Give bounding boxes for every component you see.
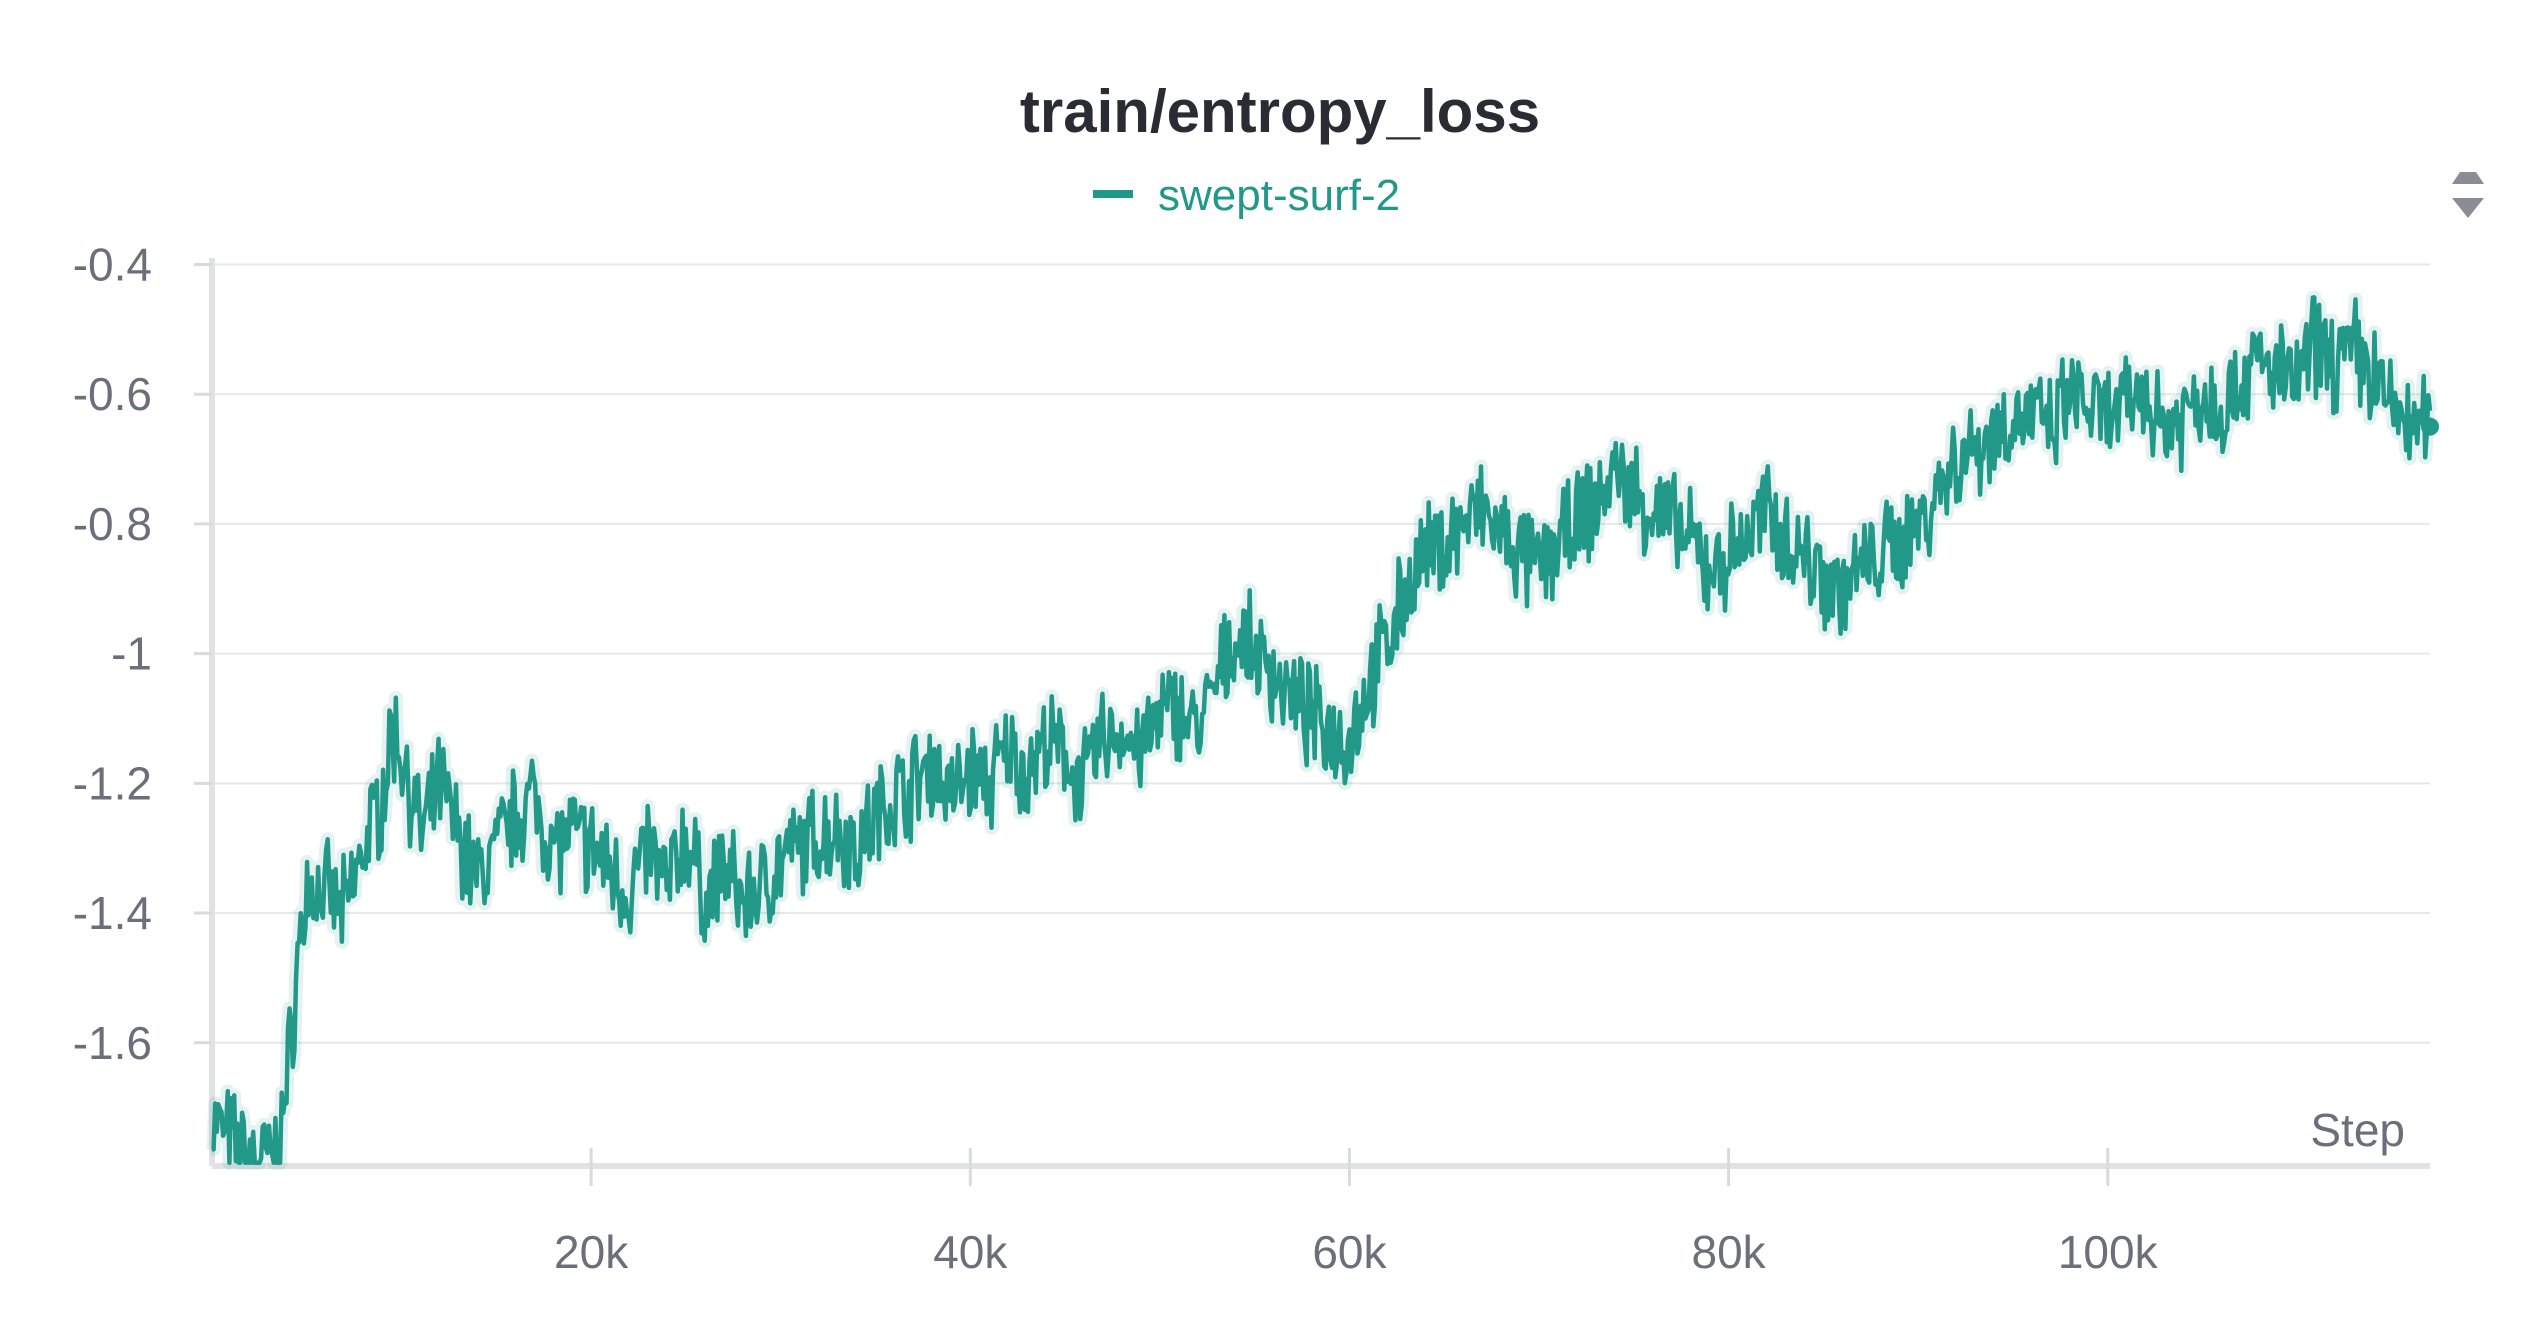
x-tick-label: 60k <box>1312 1226 1387 1278</box>
series-line-swept-surf-2[interactable] <box>211 295 2433 1166</box>
axes <box>209 258 2430 1169</box>
x-tick-label: 100k <box>2058 1226 2159 1278</box>
legend-label: swept-surf-2 <box>1158 171 1400 220</box>
y-tick-label: -1.6 <box>73 1017 152 1069</box>
legend[interactable]: swept-surf-2 <box>1093 171 1400 220</box>
x-axis-label: Step <box>2310 1104 2405 1156</box>
x-tick-label: 40k <box>933 1226 1008 1278</box>
x-axis-ticks: 20k 40k 60k 80k 100k <box>554 1148 2159 1278</box>
x-tick-label: 20k <box>554 1226 629 1278</box>
y-tick-label: -1.2 <box>73 757 152 809</box>
chart-menu-icon[interactable] <box>2442 166 2494 218</box>
y-tick-label: -0.6 <box>73 368 152 420</box>
chart-title: train/entropy_loss <box>1020 78 1540 145</box>
y-tick-label: -1.4 <box>73 887 152 939</box>
gridlines <box>212 263 2430 1044</box>
y-tick-label: -0.8 <box>73 498 152 550</box>
series-end-point[interactable] <box>2421 417 2439 436</box>
y-tick-label: -0.4 <box>73 238 152 290</box>
series-group <box>206 290 2439 1170</box>
y-axis-ticks: -0.4 -0.6 -0.8 -1 -1.2 -1.4 -1.6 <box>73 238 212 1069</box>
x-tick-label: 80k <box>1691 1226 1766 1278</box>
y-tick-label: -1 <box>111 628 152 680</box>
